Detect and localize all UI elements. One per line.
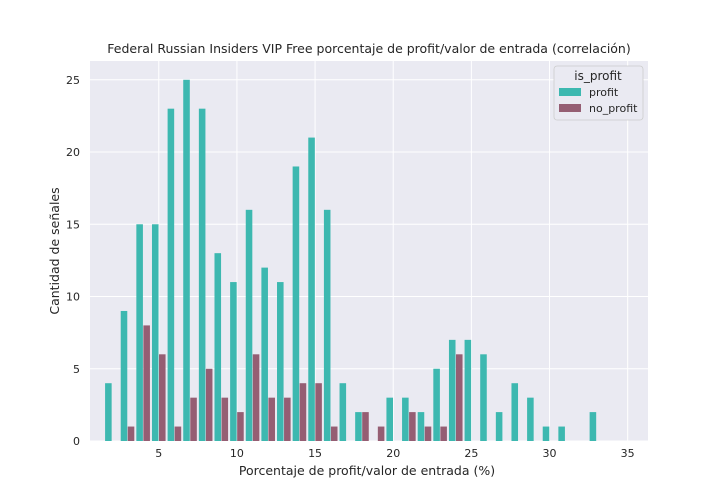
- bar-profit: [214, 253, 222, 441]
- bar-no-profit: [237, 412, 244, 441]
- bar-profit: [292, 166, 300, 441]
- bar-profit: [277, 282, 284, 441]
- x-tick-label: 5: [155, 447, 162, 460]
- bar-no-profit: [315, 383, 322, 441]
- legend: is_profit profit no_profit: [553, 65, 644, 121]
- bar-no-profit: [362, 412, 369, 441]
- bar-profit: [589, 412, 597, 441]
- bar-no-profit: [174, 426, 182, 441]
- bar-no-profit: [268, 397, 275, 441]
- bar-profit: [542, 426, 550, 441]
- bar-no-profit: [330, 426, 338, 441]
- bars-group: [105, 79, 597, 442]
- x-tick-label: 15: [308, 447, 322, 460]
- bar-profit: [261, 267, 268, 441]
- bar-profit: [183, 79, 190, 442]
- bar-profit: [105, 383, 112, 441]
- bar-no-profit: [221, 397, 229, 441]
- bar-profit: [386, 397, 393, 441]
- bar-profit: [339, 383, 347, 441]
- x-tick-label: 10: [230, 447, 244, 460]
- bar-profit: [448, 339, 456, 441]
- legend-title: is_profit: [574, 69, 622, 83]
- legend-swatch-no-profit: [559, 104, 581, 112]
- bar-profit: [136, 224, 143, 441]
- bar-profit: [480, 354, 487, 441]
- bar-profit: [151, 224, 159, 441]
- x-tick-label: 25: [464, 447, 478, 460]
- x-tick-label: 20: [386, 447, 400, 460]
- bar-no-profit: [440, 426, 447, 441]
- bar-no-profit: [409, 412, 416, 441]
- x-tick-label: 35: [621, 447, 635, 460]
- legend-label-no-profit: no_profit: [589, 102, 638, 115]
- bar-no-profit: [127, 426, 135, 441]
- y-axis-label: Cantidad de señales: [47, 187, 62, 314]
- bar-no-profit: [205, 368, 213, 441]
- bar-profit: [323, 209, 331, 441]
- bar-no-profit: [377, 426, 385, 441]
- plot-area: [90, 61, 648, 441]
- y-tick-label: 25: [66, 74, 80, 87]
- bar-profit: [355, 412, 362, 441]
- legend-label-profit: profit: [589, 86, 619, 99]
- bar-no-profit: [143, 325, 150, 441]
- y-tick-label: 20: [66, 146, 80, 159]
- chart-title: Federal Russian Insiders VIP Free porcen…: [107, 41, 631, 56]
- y-tick-label: 5: [73, 363, 80, 376]
- bar-no-profit: [159, 354, 166, 441]
- bar-no-profit: [284, 397, 291, 441]
- bar-no-profit: [299, 383, 307, 441]
- gridlines: [90, 61, 648, 442]
- y-tick-label: 0: [73, 435, 80, 448]
- y-axis-ticks: 0 5 10 15 20 25: [66, 74, 80, 448]
- y-tick-label: 10: [66, 291, 80, 304]
- bar-profit: [527, 397, 534, 441]
- bar-profit: [558, 426, 565, 441]
- bar-profit: [308, 137, 315, 441]
- bar-profit: [417, 412, 425, 441]
- bar-no-profit: [252, 354, 260, 441]
- bar-profit: [245, 209, 253, 441]
- x-tick-label: 30: [543, 447, 557, 460]
- bar-profit: [433, 368, 440, 441]
- bar-profit: [464, 339, 472, 441]
- y-tick-label: 15: [66, 218, 80, 231]
- x-axis-ticks: 5 10 15 20 25 30 35: [155, 447, 634, 460]
- bar-profit: [495, 412, 503, 441]
- bar-profit: [120, 310, 128, 441]
- x-axis-label: Porcentaje de profit/valor de entrada (%…: [239, 463, 495, 478]
- legend-swatch-profit: [559, 88, 581, 96]
- bar-profit: [167, 108, 175, 442]
- bar-profit: [511, 383, 519, 441]
- bar-profit: [198, 108, 206, 442]
- bar-profit: [230, 282, 237, 441]
- bar-no-profit: [424, 426, 432, 441]
- bar-no-profit: [455, 354, 463, 441]
- bar-profit: [402, 397, 409, 441]
- bar-no-profit: [190, 397, 197, 441]
